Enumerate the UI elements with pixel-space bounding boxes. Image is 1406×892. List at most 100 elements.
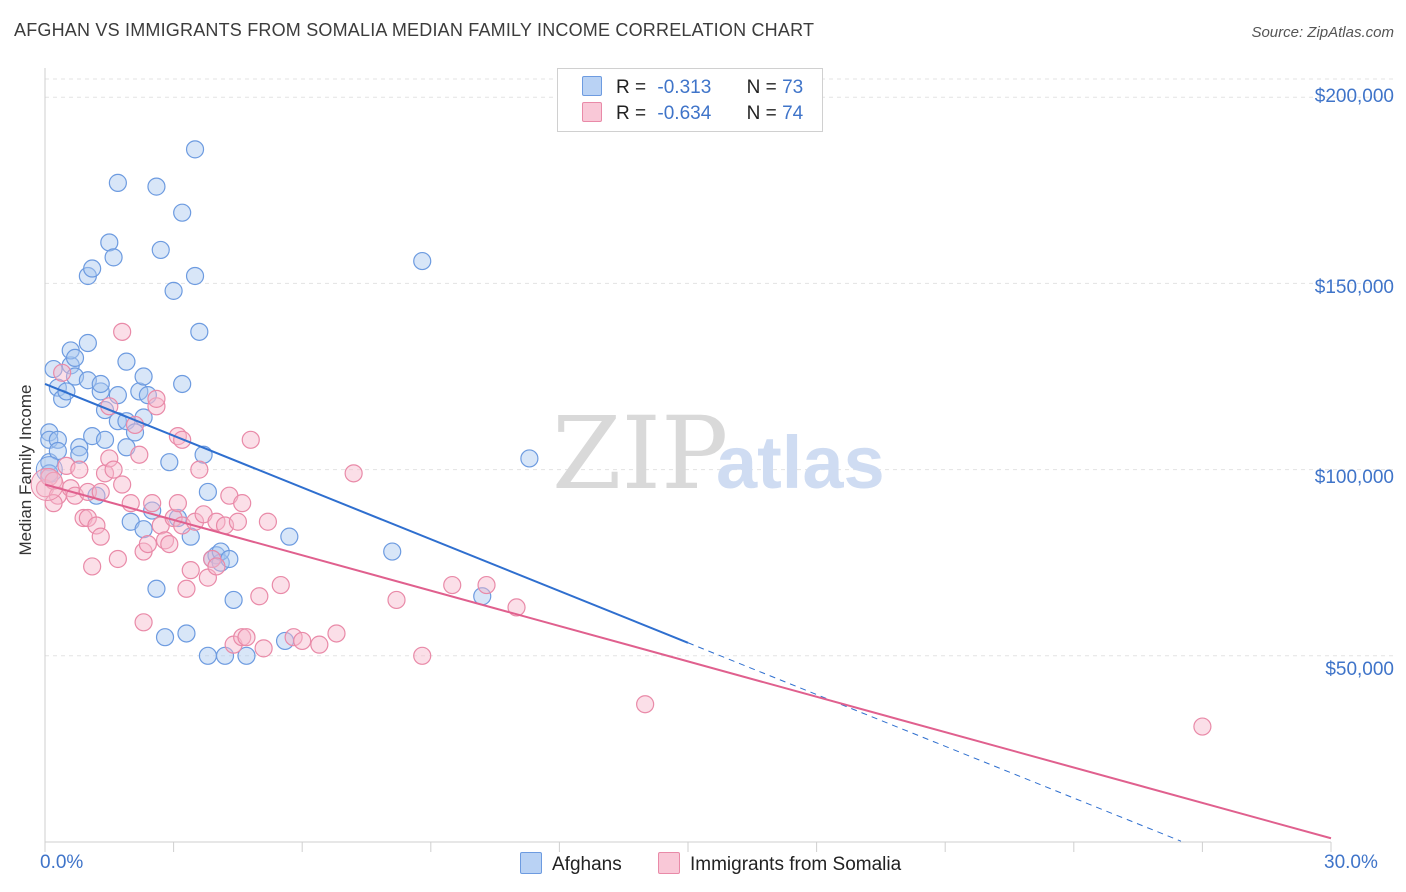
y-tick-label: $100,000: [1314, 467, 1394, 488]
somalia-point: [147, 397, 166, 416]
y-tick-label: $50,000: [1325, 659, 1394, 680]
somalia-point: [147, 389, 166, 408]
somalia-point: [177, 579, 196, 598]
r-label: R =: [616, 103, 647, 124]
somalia-point: [160, 534, 179, 554]
afghan-point: [134, 520, 153, 539]
y-tick-label: $200,000: [1314, 86, 1394, 107]
afghan-point: [177, 624, 196, 643]
somalia-point: [53, 363, 72, 382]
somalia-point: [138, 534, 157, 554]
legend-row-somalia: R = -0.634 N = 74: [582, 102, 803, 128]
n-label: N =: [746, 77, 777, 98]
afghan-trend-line: [44, 383, 689, 644]
somalia-point: [113, 322, 132, 341]
somalia-point: [78, 482, 97, 502]
bottom-legend-afghans: Afghans: [520, 852, 622, 876]
somalia-point: [233, 628, 252, 647]
somalia-point: [443, 575, 462, 595]
somalia-point: [254, 639, 273, 658]
somalia-point: [91, 527, 110, 546]
grid: [45, 78, 1396, 657]
afghan-point: [134, 367, 153, 386]
somalia-point: [233, 494, 252, 513]
afghan-point: [383, 542, 402, 561]
afghan-point: [198, 482, 217, 502]
afghan-point: [155, 628, 175, 647]
somalia-point: [237, 628, 256, 647]
r-label: R =: [616, 77, 647, 98]
somalia-point: [507, 598, 526, 617]
afghan-point: [70, 445, 89, 464]
afghan-point: [173, 203, 192, 222]
afghan-point: [160, 453, 179, 472]
afghan-point: [70, 438, 89, 457]
trend-lines: [44, 383, 1332, 842]
afghan-point: [520, 449, 539, 468]
somalia-point: [168, 494, 187, 513]
afghan-point: [125, 423, 145, 442]
bottom-legend-somalia: Immigrants from Somalia: [658, 852, 901, 876]
afghan-point: [237, 646, 256, 665]
somalia-point: [70, 460, 89, 479]
somalia-point: [108, 549, 127, 569]
afghan-point: [224, 590, 243, 610]
somalia-point: [387, 590, 406, 610]
afghan-point: [151, 240, 170, 260]
somalia-point: [87, 516, 106, 535]
afghan-point: [198, 646, 217, 665]
afghan-point: [65, 348, 85, 368]
somalia-n-value: 74: [782, 103, 804, 124]
somalia-point: [636, 695, 655, 714]
watermark-atlas: atlas: [716, 421, 885, 504]
watermark-zip: ZIP: [552, 395, 728, 512]
afghan-point: [413, 251, 432, 271]
somalia-point: [1193, 717, 1212, 736]
somalia-point: [241, 430, 260, 449]
afghan-legend-label: Afghans: [552, 854, 622, 875]
somalia-point: [113, 475, 132, 494]
somalia-point: [271, 575, 290, 595]
chart-title: AFGHAN VS IMMIGRANTS FROM SOMALIA MEDIAN…: [14, 20, 815, 40]
afghan-point: [164, 281, 183, 300]
afghan-point: [280, 527, 299, 546]
somalia-trend-line: [44, 483, 1332, 840]
source-label: Source: ZipAtlas.com: [1251, 24, 1394, 41]
somalia-point: [477, 575, 496, 595]
afghan-point: [147, 177, 166, 196]
afghan-point: [35, 456, 63, 484]
y-axis-label: Median Family Income: [16, 384, 35, 556]
afghan-point: [91, 382, 110, 401]
afghan-legend-swatch: [520, 852, 542, 874]
afghan-point: [57, 382, 76, 401]
series-somalia: [30, 322, 1212, 736]
afghan-swatch: [582, 76, 602, 96]
watermark: ZIP atlas: [552, 395, 885, 512]
afghan-point: [95, 430, 115, 449]
afghan-point: [83, 259, 102, 278]
afghan-point: [91, 374, 110, 394]
afghan-point: [185, 266, 205, 286]
somalia-point: [258, 512, 278, 531]
somalia-point: [44, 494, 63, 513]
somalia-point: [130, 445, 149, 464]
somalia-point: [293, 631, 312, 651]
somalia-point: [100, 449, 119, 468]
somalia-point: [190, 460, 209, 479]
afghan-point: [173, 374, 192, 394]
somalia-point: [207, 557, 226, 576]
afghan-point: [117, 352, 136, 371]
somalia-point: [228, 512, 247, 531]
somalia-point: [134, 613, 153, 632]
somalia-point: [181, 561, 200, 580]
somalia-point: [327, 624, 346, 643]
stats-legend: R = -0.313 N = 73 R = -0.634 N = 74: [557, 68, 823, 132]
somalia-point: [344, 464, 363, 483]
afghan-point: [185, 140, 205, 159]
afghan-point: [190, 322, 209, 341]
y-tick-label: $150,000: [1314, 277, 1394, 298]
n-label: N =: [746, 103, 777, 124]
afghan-point: [78, 333, 97, 353]
afghan-r-value: -0.313: [657, 77, 712, 98]
somalia-swatch: [582, 102, 602, 122]
